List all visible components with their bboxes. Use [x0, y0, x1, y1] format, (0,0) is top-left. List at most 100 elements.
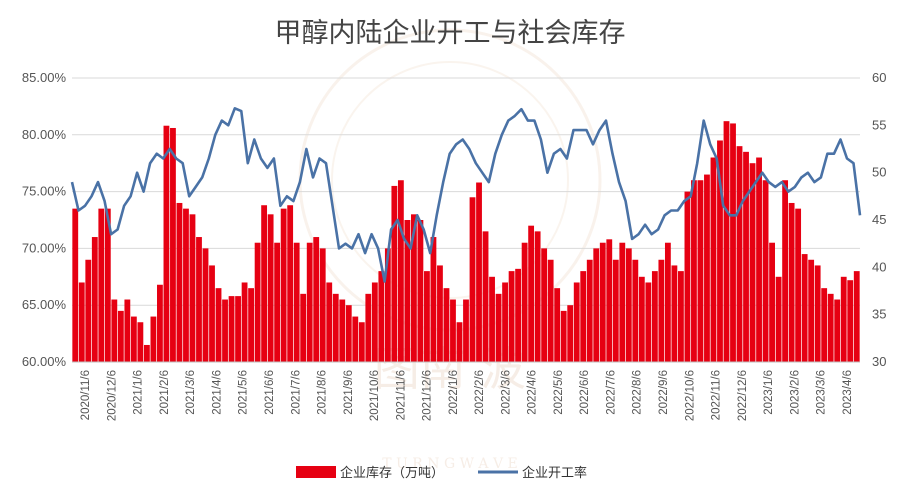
bar [743, 151, 749, 362]
bar [508, 271, 515, 362]
bar [280, 208, 287, 362]
x-tick-label: 2022/4/6 [527, 370, 539, 415]
bar [91, 237, 98, 362]
bar [704, 174, 710, 362]
bar [228, 296, 235, 362]
x-tick-label: 2022/1/6 [448, 370, 460, 415]
bar [489, 276, 495, 362]
bar [235, 296, 241, 362]
bar [534, 231, 541, 362]
y-left-tick-label: 75.00% [22, 184, 67, 199]
x-tick-label: 2022/5/6 [553, 370, 565, 415]
bar [293, 242, 300, 362]
bar [821, 288, 828, 362]
x-tick-label: 2023/2/6 [789, 370, 801, 415]
bar [326, 282, 333, 362]
bar [176, 202, 183, 362]
bar [658, 259, 665, 362]
bar [117, 310, 124, 362]
bar [215, 288, 222, 362]
x-tick-label: 2021/8/6 [317, 370, 329, 415]
x-tick-label: 2021/5/6 [238, 370, 250, 415]
y-right-tick-label: 50 [872, 165, 886, 180]
bar [404, 220, 411, 362]
bar [476, 182, 482, 362]
bar [241, 282, 248, 362]
bar [98, 208, 105, 362]
bar [788, 202, 795, 362]
bar [378, 271, 385, 362]
bar [424, 271, 430, 362]
x-tick-label: 2022/6/6 [579, 370, 591, 415]
y-right-tick-label: 40 [872, 259, 886, 274]
bar [150, 316, 157, 362]
bar [437, 265, 443, 362]
bar [645, 282, 652, 362]
bar [287, 205, 294, 362]
bar [651, 271, 658, 362]
bar [248, 288, 254, 362]
bar [196, 237, 202, 362]
bar [495, 293, 502, 362]
bar [274, 242, 281, 362]
x-tick-label: 2022/3/6 [500, 370, 512, 415]
bar [671, 265, 678, 362]
bar [593, 248, 600, 362]
bar [222, 299, 228, 362]
bar [586, 259, 593, 362]
y-left-tick-label: 65.00% [22, 297, 67, 312]
bar [521, 242, 528, 362]
x-tick-label: 2021/2/6 [159, 370, 171, 415]
bar [775, 276, 782, 362]
bar [795, 208, 802, 362]
bar [814, 265, 821, 362]
bar [300, 293, 307, 362]
bar [710, 157, 717, 362]
y-right-tick-label: 45 [872, 212, 886, 227]
y-left-tick-label: 60.00% [22, 354, 67, 369]
x-tick-label: 2022/7/6 [606, 370, 618, 415]
x-tick-label: 2021/3/6 [185, 370, 197, 415]
bar [678, 271, 684, 362]
bar [502, 282, 508, 362]
bar [730, 123, 736, 362]
bar [391, 185, 398, 362]
bar [827, 293, 834, 362]
bar [456, 322, 463, 362]
bar [691, 180, 697, 362]
x-tick-label: 2020/11/6 [80, 370, 92, 420]
bar-series [72, 121, 860, 362]
bar [365, 293, 372, 362]
bar [104, 208, 111, 362]
y-right-tick-label: 35 [872, 307, 886, 322]
bar [567, 305, 574, 362]
y-left-tick-label: 85.00% [22, 70, 67, 85]
bar [606, 239, 613, 362]
bar [130, 316, 137, 362]
bar [78, 282, 85, 362]
bar [554, 288, 561, 362]
legend: 企业库存（万吨） 企业开工率 [296, 465, 587, 481]
bar [528, 225, 535, 362]
bar [697, 180, 704, 362]
bar [209, 265, 215, 362]
bar [332, 293, 339, 362]
legend-bar-label: 企业库存（万吨） [340, 465, 444, 481]
bar [547, 259, 554, 362]
x-tick-label: 2021/12/6 [422, 370, 434, 421]
bar [632, 259, 639, 362]
bar [560, 310, 567, 362]
bar [801, 254, 808, 362]
bar [202, 248, 209, 362]
bar [619, 242, 626, 362]
bar [612, 259, 619, 362]
bar [736, 146, 743, 362]
x-tick-label: 2022/2/6 [474, 370, 486, 415]
watermark: 图南 波 T U R N G W A V E [298, 28, 602, 472]
bar [450, 299, 456, 362]
bar [254, 242, 261, 362]
y-axis-left: 60.00% 65.00% 70.00% 75.00% 80.00% 85.00% [22, 70, 67, 369]
bar [723, 121, 730, 362]
x-tick-label: 2021/4/6 [212, 370, 224, 415]
x-tick-label: 2022/9/6 [658, 370, 670, 415]
